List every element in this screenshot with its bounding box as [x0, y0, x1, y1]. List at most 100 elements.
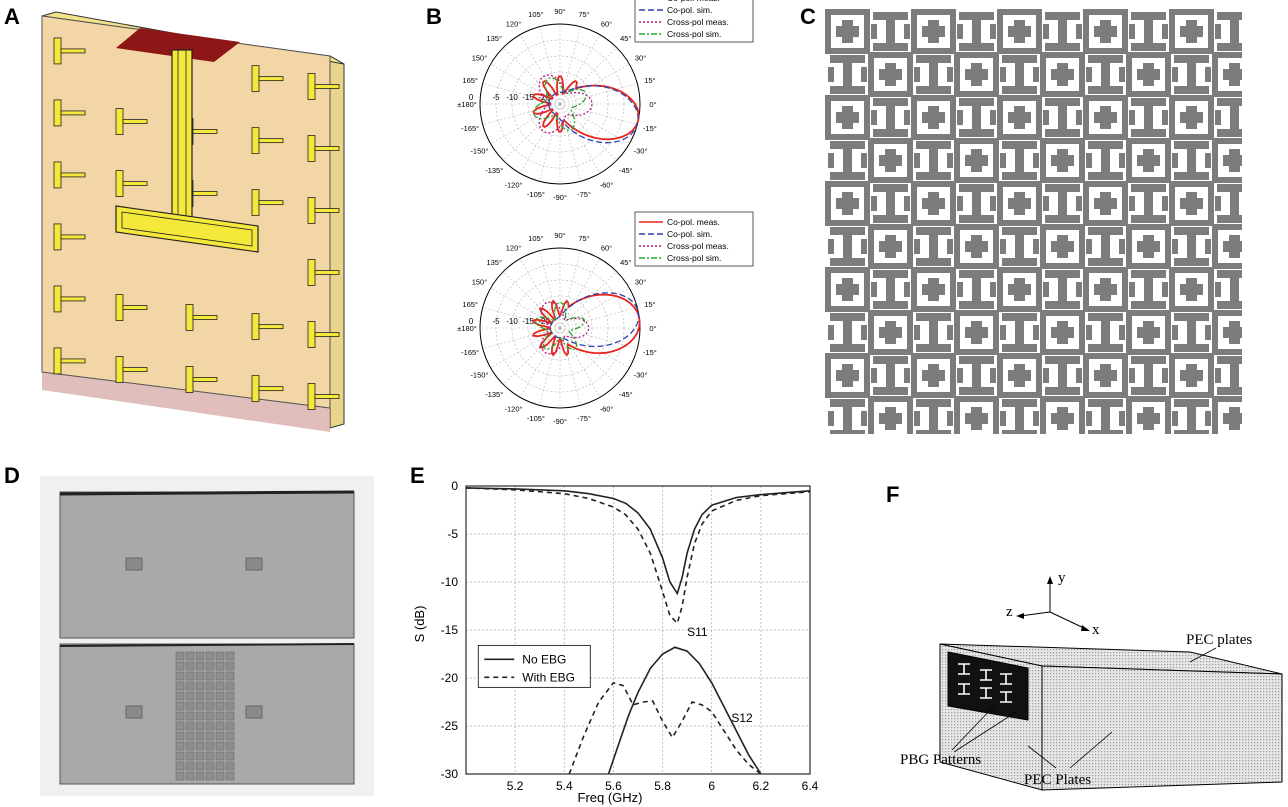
ebg-unit: [175, 761, 185, 771]
pattern-cell-bar-top: [1002, 141, 1037, 149]
pattern-cell-bar-bottom: [873, 301, 908, 309]
pattern-cell-bar-bottom: [1217, 387, 1242, 395]
pattern-cell-side-left: [1215, 368, 1221, 383]
polar-spoke: [559, 258, 601, 329]
ebg-cell-bar: [307, 259, 316, 286]
pattern-cell-square: [954, 224, 999, 269]
polar-spoke: [519, 103, 561, 174]
pattern-cell-square: [1169, 95, 1214, 140]
pattern-cell-side-left: [1043, 196, 1049, 211]
polar-spoke: [559, 250, 581, 329]
ebg-unit: [185, 691, 195, 701]
pattern-cell-side-right: [904, 24, 910, 39]
plot-frame: [465, 485, 811, 775]
polar-radial-zero-label: 0: [469, 317, 474, 326]
polar-spoke: [559, 271, 617, 329]
ebg-cell-link: [314, 394, 340, 399]
ebg-unit: [185, 711, 195, 721]
pattern-cell-side-right: [1205, 411, 1211, 426]
pattern-cell-side-right: [947, 411, 953, 426]
pattern-cell-side-right: [1076, 282, 1082, 297]
pattern-cell-bar-bottom: [1217, 129, 1242, 137]
polar-radial-label: -10: [506, 93, 518, 102]
pattern-cell-square: [1212, 396, 1242, 434]
pattern-cell-square: [1126, 224, 1171, 269]
polar-spoke: [503, 271, 561, 329]
pattern-cell-square: [1083, 9, 1128, 54]
pattern-cell-bar-top: [1131, 98, 1166, 106]
pattern-cell-bar-bottom: [1217, 215, 1242, 223]
polar-angle-label: 105°: [528, 234, 544, 243]
ebg-unit: [205, 761, 215, 771]
pattern-cell-bar-bottom: [1002, 344, 1037, 352]
polar-curve-4: [533, 77, 587, 131]
pattern-cell-square: [868, 138, 913, 183]
polar-angle-label: -165°: [461, 124, 479, 133]
pattern-cell-cross-h: [1008, 26, 1031, 37]
ebg-cell-bar: [53, 285, 62, 313]
pattern-cell-stem: [886, 192, 895, 215]
pattern-cell-square: [825, 9, 870, 54]
pattern-cell-side-left: [914, 325, 920, 340]
pattern-cell-square: [1083, 353, 1128, 398]
pattern-cell-bar-bottom: [1174, 86, 1209, 94]
pattern-cell-side-left: [1086, 325, 1092, 340]
polar-curve-4: [534, 301, 586, 350]
legend-box: [477, 644, 591, 688]
pattern-cell-bar-top: [1217, 12, 1242, 20]
ebg-unit: [215, 701, 225, 711]
ebg-unit: [205, 711, 215, 721]
pattern-cell-square: [1212, 138, 1242, 183]
polar-angle-label: 75°: [578, 234, 589, 243]
pattern-cell-side-right: [990, 282, 996, 297]
pattern-cell-stem: [972, 278, 981, 301]
x-tick-label: 5.8: [654, 779, 671, 793]
ebg-unit: [195, 661, 205, 671]
pattern-cell-bar-bottom: [830, 344, 865, 352]
ebg-unit: [215, 751, 225, 761]
pattern-cell-side-left: [1172, 153, 1178, 168]
pattern-cell-stem: [843, 149, 852, 172]
ebg-unit: [205, 671, 215, 681]
pattern-cell-square: [1040, 396, 1085, 434]
polar-angle-label: 135°: [486, 258, 502, 267]
y-tick-label: 0: [451, 479, 458, 493]
polar-spoke: [559, 103, 581, 182]
ebg-cell-bar: [115, 170, 124, 198]
pattern-cell-stem: [1101, 235, 1110, 258]
pattern-cell-stem: [1101, 149, 1110, 172]
pattern-cell-square: [825, 181, 870, 226]
pattern-cell-square: [911, 95, 956, 140]
ebg-unit: [205, 661, 215, 671]
pattern-cell-side-left: [957, 196, 963, 211]
pattern-cell-stem: [1015, 321, 1024, 344]
pattern-cell-side-left: [1043, 282, 1049, 297]
legend-entry: Cross-pol meas.: [667, 17, 729, 27]
ebg-cell-link: [314, 332, 340, 337]
ebg-unit: [225, 721, 235, 731]
pattern-cell-bar-top: [959, 356, 994, 364]
polar-ring: [479, 23, 641, 185]
pattern-cell-bar-top: [1088, 227, 1123, 235]
pattern-cell-stem: [1015, 235, 1024, 258]
pattern-cell-stem: [1101, 407, 1110, 430]
pattern-cell-side-right: [1162, 196, 1168, 211]
ebg-unit: [205, 741, 215, 751]
pattern-cell-stem: [972, 364, 981, 387]
polar-spoke: [559, 103, 601, 174]
pattern-cell-bar-bottom: [1045, 129, 1080, 137]
ebg-cell-link: [258, 200, 284, 206]
pattern-cell-bar-top: [873, 356, 908, 364]
polar-angle-label: 60°: [601, 19, 612, 28]
pattern-cell-side-right: [1033, 67, 1039, 82]
pattern-cell-cross-h: [922, 112, 945, 123]
pattern-cell-side-left: [1129, 368, 1135, 383]
pattern-cell-cross-h: [1223, 241, 1242, 252]
pattern-cell-bar-bottom: [1002, 258, 1037, 266]
ebg-cell-bar: [251, 127, 260, 155]
polar-angle-label: ±180°: [457, 100, 477, 109]
ebg-cell-bar: [307, 321, 316, 348]
ebg-unit: [225, 741, 235, 751]
ebg-cell-link: [60, 110, 86, 116]
pattern-cell-cross-h: [1008, 198, 1031, 209]
